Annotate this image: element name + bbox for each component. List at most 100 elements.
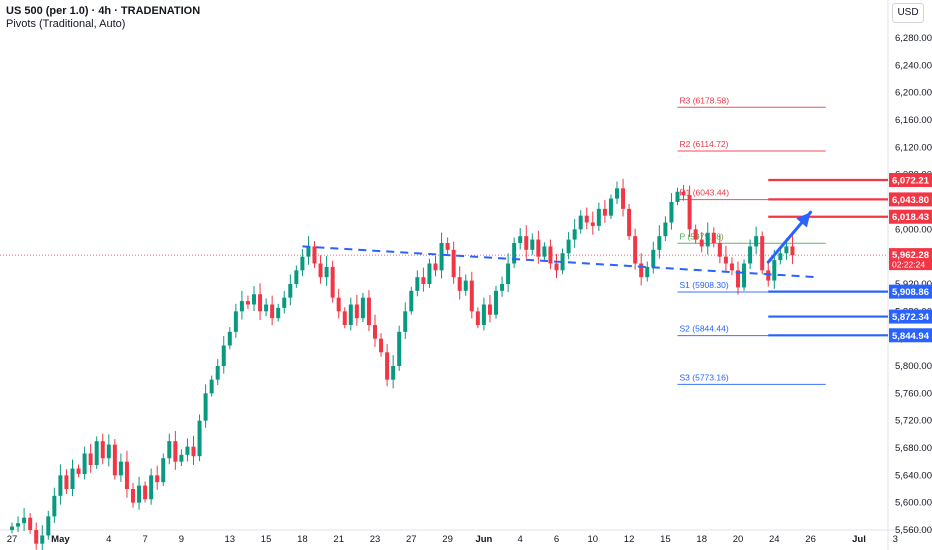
resistance-level-price-label: 6,043.80	[892, 195, 929, 206]
x-tick-label: 7	[142, 534, 147, 545]
candle-up	[118, 461, 123, 476]
candle-down	[270, 304, 275, 319]
y-tick-label: 5,680.00	[895, 443, 932, 454]
candle-up	[46, 516, 51, 536]
candle-up	[209, 379, 214, 394]
candle-up	[518, 236, 523, 243]
candle-down	[34, 530, 39, 544]
x-tick-label: 20	[733, 534, 744, 545]
candle-down	[155, 475, 160, 483]
candle-down	[385, 352, 390, 380]
pivot-label-s1: S1 (5908.30)	[680, 280, 729, 290]
symbol-title: US 500 (per 1.0) · 4h · TRADENATION	[6, 5, 201, 17]
currency-button[interactable]: USD	[892, 3, 924, 23]
candle-down	[548, 246, 553, 264]
candle-down	[469, 280, 474, 312]
candle-down	[633, 236, 638, 264]
candle-up	[651, 249, 656, 267]
candle-down	[143, 485, 148, 500]
bar-countdown-label: 02:22:24	[892, 260, 925, 270]
candle-up	[82, 453, 87, 474]
candle-down	[627, 208, 632, 237]
support-level-price-tag	[889, 309, 932, 324]
support-level-price-label: 5,908.86	[892, 287, 929, 298]
candle-up	[348, 304, 353, 325]
x-tick-label: 9	[179, 534, 184, 545]
candle-up	[282, 297, 287, 308]
candle-up	[167, 441, 172, 459]
candle-down	[723, 256, 728, 264]
support-level-price-label: 5,872.34	[892, 312, 930, 323]
x-tick-label: 10	[588, 534, 599, 545]
y-tick-label: 5,800.00	[895, 361, 932, 372]
candle-up	[748, 246, 753, 264]
y-tick-label: 6,160.00	[895, 115, 932, 126]
pivot-label-s3: S3 (5773.16)	[680, 372, 729, 382]
candle-up	[197, 420, 202, 457]
y-tick-label: 6,000.00	[895, 224, 932, 235]
candle-up	[203, 393, 208, 421]
candle-down	[173, 441, 178, 462]
candle-down	[100, 441, 105, 459]
candle-down	[336, 297, 341, 312]
candle-up	[106, 444, 111, 459]
candle-down	[112, 444, 117, 476]
candle-up	[784, 246, 789, 254]
candle-down	[354, 304, 359, 319]
candle-up	[596, 208, 601, 226]
dashed-trendline[interactable]	[302, 245, 817, 279]
candle-up	[22, 517, 27, 524]
bullish-arrow-head[interactable]	[796, 212, 811, 228]
candle-down	[330, 266, 335, 298]
candle-up	[463, 280, 468, 291]
candle-down	[717, 243, 722, 257]
candle-down	[379, 338, 384, 353]
x-tick-label: 27	[406, 534, 417, 545]
candle-up	[227, 331, 232, 346]
candle-up	[233, 311, 238, 332]
y-tick-label: 5,600.00	[895, 498, 932, 509]
candle-up	[705, 232, 710, 247]
candle-up	[306, 246, 311, 257]
x-tick-label: 29	[442, 534, 453, 545]
resistance-level-price-label: 6,072.21	[892, 175, 930, 186]
resistance-level-price-tag	[889, 192, 932, 207]
candle-up	[663, 222, 668, 237]
x-tick-label: 18	[297, 534, 308, 545]
y-tick-label: 5,920.00	[895, 279, 932, 290]
candle-up	[324, 266, 329, 278]
candle-up	[276, 307, 281, 319]
x-tick-label: 4	[518, 534, 523, 545]
candle-up	[754, 236, 759, 247]
candle-down	[191, 446, 196, 457]
candle-down	[729, 263, 734, 271]
candle-up	[10, 526, 14, 530]
candle-down	[366, 297, 371, 325]
candle-up	[608, 198, 613, 216]
candle-up	[137, 485, 142, 503]
candle-down	[433, 263, 438, 271]
candle-down	[711, 232, 716, 243]
y-tick-label: 5,760.00	[895, 388, 932, 399]
candle-up	[288, 284, 293, 298]
x-tick-label: 21	[333, 534, 344, 545]
current-price-label: 5,962.28	[892, 250, 929, 261]
y-tick-label: 6,240.00	[895, 60, 932, 71]
candle-up	[391, 366, 396, 380]
candle-up	[239, 301, 244, 312]
current-price-tag	[889, 248, 932, 271]
candle-up	[58, 475, 63, 496]
x-tick-label: 24	[769, 534, 780, 545]
resistance-level-price-tag	[889, 172, 932, 187]
y-tick-label: 6,200.00	[895, 88, 932, 99]
candle-up	[185, 446, 190, 455]
candle-down	[245, 301, 250, 305]
candle-up	[52, 495, 57, 517]
candle-down	[28, 517, 33, 530]
candle-down	[621, 188, 626, 209]
candle-down	[590, 222, 595, 226]
y-tick-label: 5,560.00	[895, 525, 932, 536]
candle-up	[149, 475, 154, 500]
candle-up	[427, 263, 432, 284]
